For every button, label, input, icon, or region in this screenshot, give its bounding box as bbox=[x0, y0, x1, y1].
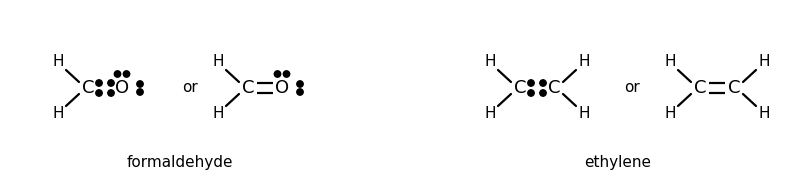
Text: H: H bbox=[213, 106, 224, 122]
Text: ethylene: ethylene bbox=[585, 155, 652, 169]
Circle shape bbox=[115, 71, 121, 77]
Circle shape bbox=[137, 89, 143, 95]
Circle shape bbox=[274, 71, 280, 77]
Circle shape bbox=[137, 81, 143, 87]
Text: H: H bbox=[484, 54, 496, 70]
Text: H: H bbox=[758, 106, 769, 122]
Text: or: or bbox=[624, 80, 640, 96]
Circle shape bbox=[96, 80, 102, 86]
Text: H: H bbox=[578, 106, 590, 122]
Text: H: H bbox=[52, 54, 64, 70]
Text: C: C bbox=[81, 79, 94, 97]
Text: C: C bbox=[242, 79, 254, 97]
Text: C: C bbox=[728, 79, 740, 97]
Text: C: C bbox=[547, 79, 560, 97]
Circle shape bbox=[297, 89, 303, 95]
Text: H: H bbox=[758, 54, 769, 70]
Circle shape bbox=[540, 80, 546, 86]
Text: H: H bbox=[484, 106, 496, 122]
Circle shape bbox=[540, 90, 546, 96]
Text: H: H bbox=[664, 54, 675, 70]
Circle shape bbox=[528, 90, 534, 96]
Text: O: O bbox=[275, 79, 289, 97]
Circle shape bbox=[96, 90, 102, 96]
Circle shape bbox=[297, 81, 303, 87]
Text: H: H bbox=[52, 106, 64, 122]
Text: H: H bbox=[578, 54, 590, 70]
Text: C: C bbox=[514, 79, 526, 97]
Circle shape bbox=[123, 71, 130, 77]
Circle shape bbox=[528, 80, 534, 86]
Circle shape bbox=[107, 80, 115, 86]
Text: H: H bbox=[213, 54, 224, 70]
Circle shape bbox=[284, 71, 290, 77]
Text: formaldehyde: formaldehyde bbox=[126, 155, 233, 169]
Circle shape bbox=[107, 90, 115, 96]
Text: H: H bbox=[664, 106, 675, 122]
Text: O: O bbox=[115, 79, 129, 97]
Text: or: or bbox=[182, 80, 198, 96]
Text: C: C bbox=[694, 79, 706, 97]
